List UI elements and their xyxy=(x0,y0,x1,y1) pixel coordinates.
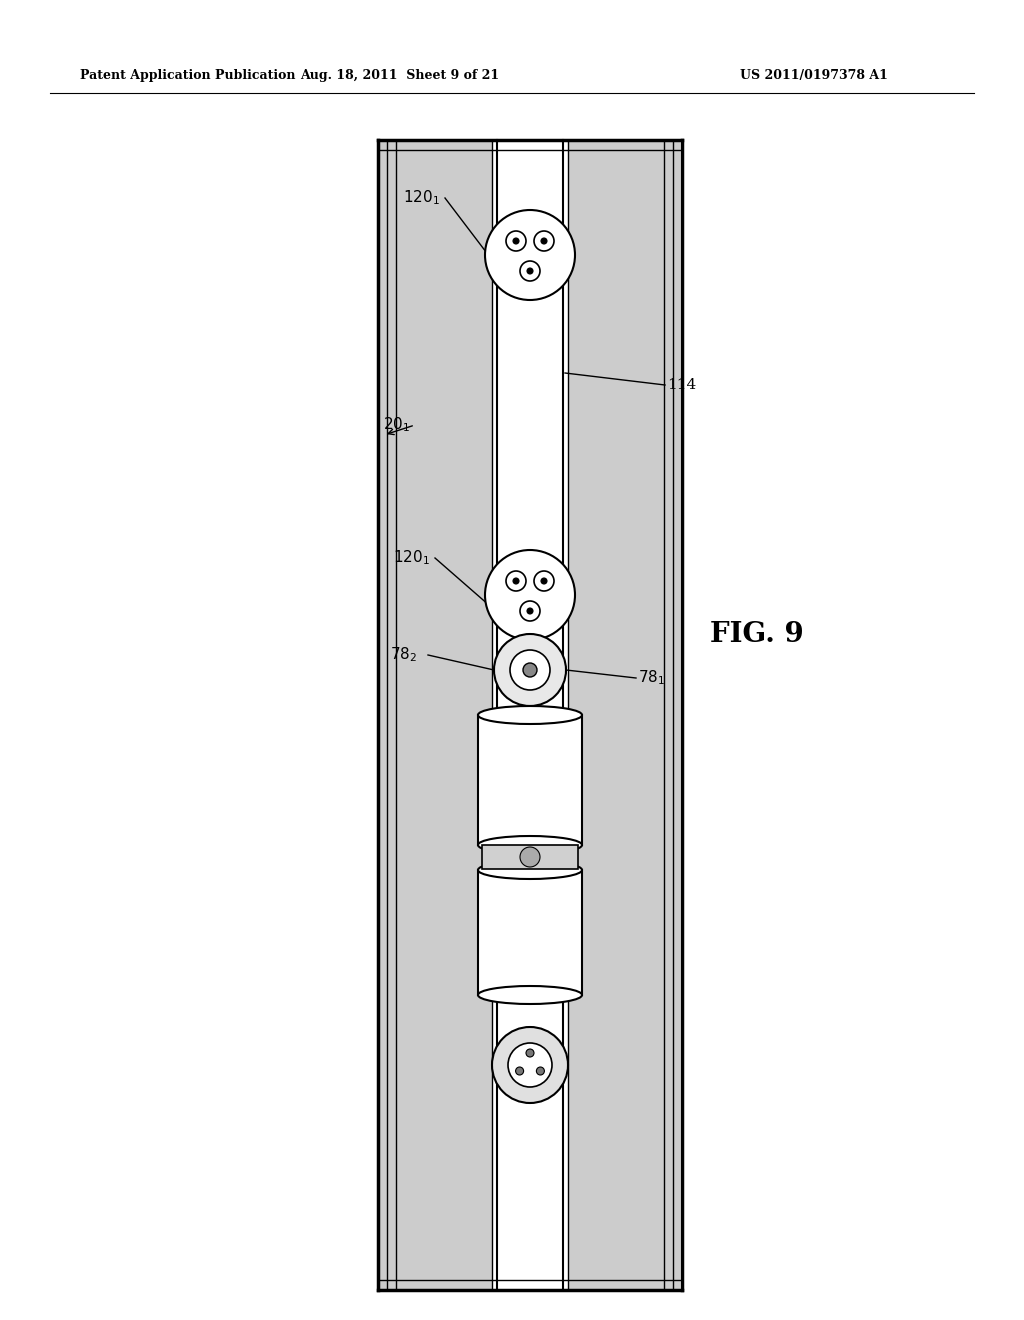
Circle shape xyxy=(520,601,540,620)
Bar xyxy=(380,140,492,1290)
Text: FIG. 9: FIG. 9 xyxy=(710,622,804,648)
Text: US 2011/0197378 A1: US 2011/0197378 A1 xyxy=(740,69,888,82)
Circle shape xyxy=(537,1067,545,1074)
Text: $120_1$: $120_1$ xyxy=(403,189,440,207)
Circle shape xyxy=(485,210,575,300)
Circle shape xyxy=(541,578,547,583)
Text: $20_1$: $20_1$ xyxy=(383,416,411,434)
Circle shape xyxy=(527,268,534,275)
Text: Aug. 18, 2011  Sheet 9 of 21: Aug. 18, 2011 Sheet 9 of 21 xyxy=(300,69,500,82)
Circle shape xyxy=(523,663,537,677)
Text: 114: 114 xyxy=(667,378,696,392)
Text: Patent Application Publication: Patent Application Publication xyxy=(80,69,296,82)
Circle shape xyxy=(492,1027,568,1104)
Circle shape xyxy=(534,231,554,251)
Bar xyxy=(478,870,582,995)
Ellipse shape xyxy=(478,836,582,854)
Circle shape xyxy=(513,578,519,583)
Ellipse shape xyxy=(478,861,582,879)
Bar xyxy=(478,715,582,845)
Text: $78_1$: $78_1$ xyxy=(638,669,666,688)
Circle shape xyxy=(494,634,566,706)
Circle shape xyxy=(506,231,526,251)
Circle shape xyxy=(520,847,540,867)
Text: $78_2$: $78_2$ xyxy=(390,645,417,664)
Bar xyxy=(568,140,680,1290)
Circle shape xyxy=(513,238,519,244)
Bar xyxy=(482,845,578,869)
Circle shape xyxy=(510,649,550,690)
Circle shape xyxy=(526,1049,534,1057)
Circle shape xyxy=(508,1043,552,1086)
Circle shape xyxy=(520,261,540,281)
Ellipse shape xyxy=(478,986,582,1005)
Circle shape xyxy=(534,572,554,591)
Ellipse shape xyxy=(478,706,582,723)
Circle shape xyxy=(541,238,547,244)
Circle shape xyxy=(516,1067,523,1074)
Circle shape xyxy=(506,572,526,591)
Circle shape xyxy=(485,550,575,640)
Circle shape xyxy=(527,609,534,614)
Text: $120_1$: $120_1$ xyxy=(393,549,430,568)
Text: $78_3$: $78_3$ xyxy=(512,776,540,795)
